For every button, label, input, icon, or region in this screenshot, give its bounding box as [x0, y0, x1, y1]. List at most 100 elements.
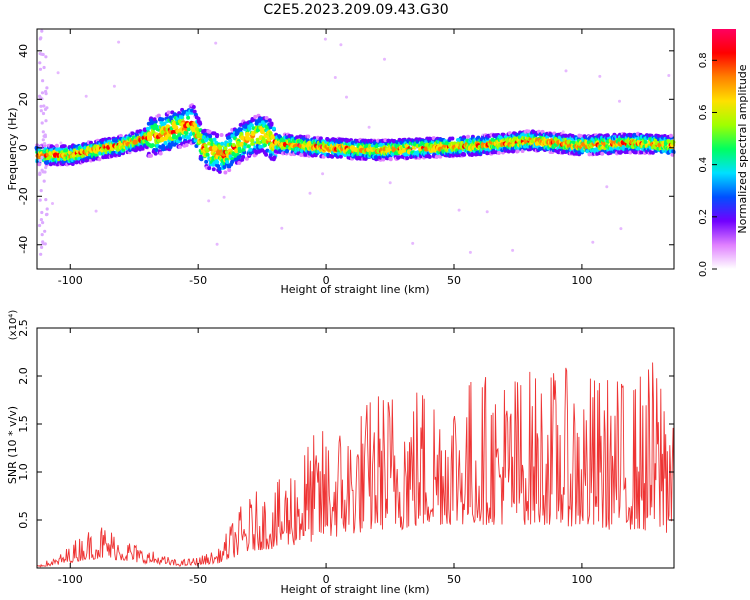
- heatmap-speck: [38, 158, 42, 162]
- x-tick-label: 100: [571, 274, 592, 287]
- heatmap-cell: [54, 143, 59, 148]
- chart-title: C2E5.2023.209.09.43.G30: [263, 2, 448, 18]
- heatmap-speck: [42, 179, 46, 183]
- heatmap-speck: [41, 130, 45, 134]
- heatmap-speck: [39, 252, 43, 256]
- snr-x-label: Height of straight line (km): [280, 583, 429, 596]
- heatmap-speck: [222, 195, 226, 199]
- heatmap-speck: [605, 185, 609, 189]
- heatmap-cell: [427, 136, 432, 141]
- heatmap-cell: [220, 141, 225, 146]
- heatmap-cell: [149, 153, 153, 158]
- heatmap-speck: [40, 210, 44, 215]
- heatmap-cell: [462, 152, 467, 157]
- heatmap-cell: [178, 145, 183, 149]
- heatmap-cell: [496, 151, 501, 155]
- heatmap-speck: [511, 248, 515, 252]
- heatmap-cell: [656, 134, 661, 139]
- y-tick-label: 2.0: [17, 367, 30, 385]
- heatmap-cell: [142, 127, 147, 132]
- heatmap-speck: [38, 67, 43, 71]
- heatmap-speck: [618, 99, 621, 103]
- heatmap-cell: [219, 133, 224, 137]
- heatmap-cell: [671, 149, 676, 154]
- heatmap-speck: [42, 65, 46, 70]
- heatmap-speck: [40, 97, 44, 101]
- heatmap-cell: [427, 154, 432, 159]
- heatmap-speck: [561, 130, 565, 134]
- heatmap-speck: [39, 218, 44, 222]
- heatmap-cell: [173, 135, 178, 140]
- heatmap-speck: [41, 138, 45, 142]
- heatmap-cell: [237, 149, 242, 154]
- heatmap-cell: [150, 143, 155, 148]
- heatmap-x-ticks: -100 -50 0 50 100: [58, 29, 592, 287]
- heatmap-cell: [458, 149, 463, 154]
- heatmap-cell: [197, 120, 202, 125]
- heatmap-speck: [215, 242, 219, 246]
- heatmap-cell: [187, 136, 191, 140]
- heatmap-cell: [208, 134, 213, 139]
- heatmap-cell: [246, 144, 251, 149]
- heatmap-cell: [271, 126, 276, 131]
- heatmap-speck: [367, 125, 371, 129]
- y-tick-label: 0.5: [17, 511, 30, 529]
- heatmap-cell: [212, 145, 218, 151]
- heatmap-speck: [40, 121, 44, 125]
- heatmap-cell: [257, 140, 262, 145]
- heatmap-cell: [80, 154, 85, 158]
- heatmap-cell: [179, 115, 184, 120]
- heatmap-cell: [185, 112, 190, 117]
- heatmap-speck: [321, 172, 325, 176]
- y-tick-label: 1.5: [17, 415, 30, 433]
- heatmap-cell: [526, 129, 531, 134]
- heatmap-cell: [669, 133, 673, 138]
- heatmap-cell: [259, 148, 264, 153]
- heatmap-speck: [388, 181, 392, 185]
- x-tick-label: 50: [447, 274, 461, 287]
- heatmap-cell: [272, 155, 277, 160]
- heatmap-cell: [222, 165, 227, 169]
- y-tick-label: -40: [17, 236, 30, 254]
- heatmap-cell: [160, 117, 165, 122]
- heatmap-cell: [605, 133, 610, 138]
- heatmap-cell: [434, 155, 439, 159]
- heatmap-speck: [44, 119, 48, 123]
- heatmap-speck: [39, 109, 43, 113]
- colorbar-tick-label: 0.8: [698, 52, 709, 68]
- heatmap-y-ticks: -40 -20 0 20 40: [17, 44, 674, 254]
- heatmap-cell: [234, 132, 239, 137]
- heatmap-cell: [207, 166, 212, 171]
- snr-y-label: SNR (10 * v/v): [6, 406, 19, 484]
- heatmap-speck: [40, 245, 44, 249]
- heatmap-cell: [650, 150, 655, 155]
- x-tick-label: -50: [189, 274, 207, 287]
- heatmap-cell: [369, 138, 374, 143]
- heatmap-cell: [248, 147, 253, 152]
- heatmap-speck: [42, 104, 46, 108]
- snr-frame: [36, 327, 675, 569]
- heatmap-speck: [411, 241, 415, 245]
- heatmap-speck: [112, 84, 116, 88]
- heatmap-cell: [263, 143, 267, 148]
- heatmap-cell: [191, 105, 196, 109]
- heatmap-cell: [118, 133, 123, 138]
- x-tick-label: 0: [323, 573, 330, 586]
- colorbar-tick-label: 0.6: [698, 105, 709, 121]
- heatmap-speck: [43, 229, 47, 233]
- heatmap-cell: [217, 166, 222, 171]
- heatmap-cell: [211, 167, 216, 172]
- heatmap-y-label: Frequency (Hz): [6, 108, 19, 191]
- heatmap-speck: [41, 240, 45, 244]
- y-tick-label: -20: [17, 187, 30, 205]
- heatmap-cell: [670, 139, 676, 145]
- heatmap-cell: [265, 148, 270, 153]
- heatmap-cell: [244, 131, 251, 137]
- heatmap-cell: [545, 135, 550, 140]
- heatmap-speck: [43, 107, 48, 111]
- heatmap-cell: [396, 155, 401, 160]
- heatmap-cell: [239, 132, 244, 136]
- heatmap-speck: [38, 61, 42, 65]
- heatmap-marks: [34, 29, 676, 256]
